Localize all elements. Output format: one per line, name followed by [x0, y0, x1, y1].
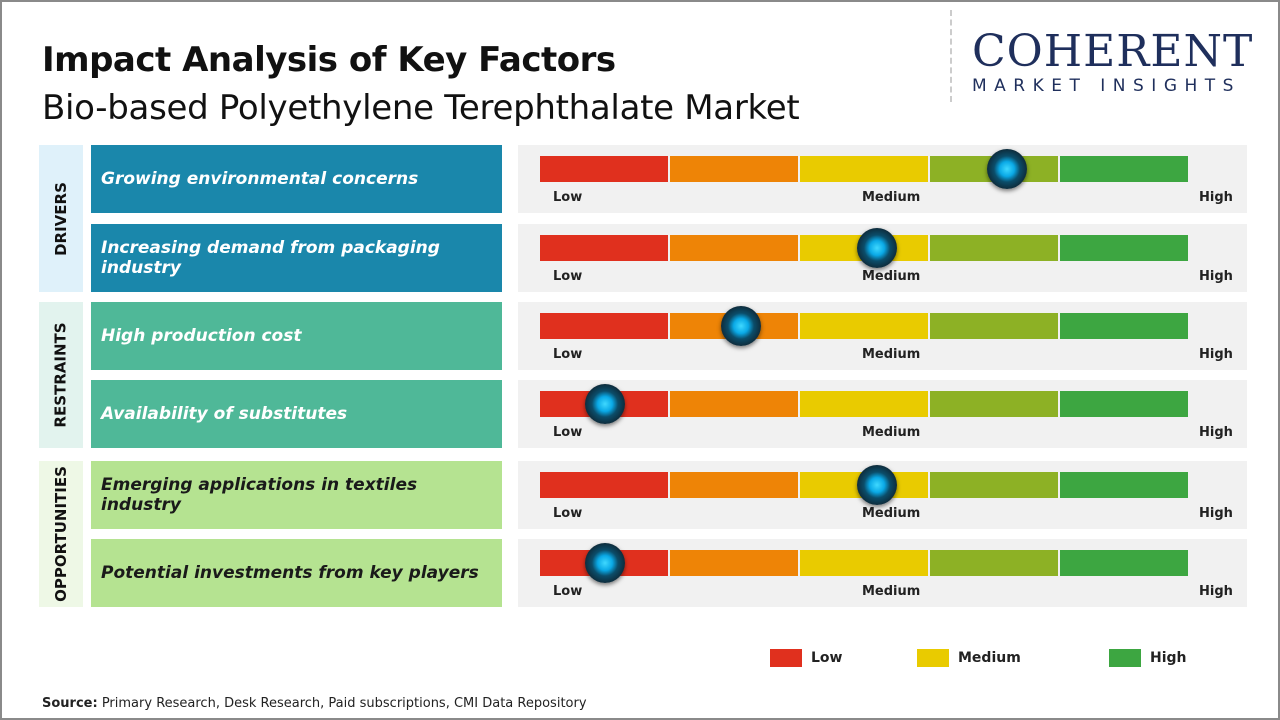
- gauge-segment: [1060, 235, 1188, 261]
- gauge-indicator: [856, 228, 897, 268]
- gauge-segment: [670, 472, 798, 498]
- scale-medium: Medium: [862, 506, 921, 521]
- gauge-bar: [540, 313, 1188, 339]
- gauge-segment: [1060, 156, 1188, 182]
- category-restraints: RESTRAINTS: [39, 302, 83, 448]
- factor-label: Growing environmental concerns: [91, 145, 502, 213]
- gauge-segment: [540, 313, 668, 339]
- scale-high: High: [1199, 347, 1233, 362]
- impact-gauge: Low Medium High: [518, 145, 1247, 213]
- legend-label: Low: [811, 650, 843, 666]
- factor-label: Potential investments from key players: [91, 539, 502, 607]
- coherent-logo: COHERENT MARKET INSIGHTS: [950, 10, 1270, 102]
- impact-gauge: Low Medium High: [518, 302, 1247, 370]
- scale-medium: Medium: [862, 584, 921, 599]
- legend-swatch: [1109, 649, 1141, 667]
- gauge-segment: [930, 235, 1058, 261]
- gauge-segment: [930, 550, 1058, 576]
- source-text: Primary Research, Desk Research, Paid su…: [97, 696, 587, 711]
- logo-sub: MARKET INSIGHTS: [972, 76, 1241, 96]
- scale-medium: Medium: [862, 425, 921, 440]
- gauge-segment: [1060, 550, 1188, 576]
- page-subtitle: Bio-based Polyethylene Terephthalate Mar…: [42, 88, 800, 128]
- scale-low: Low: [553, 190, 583, 205]
- gauge-segment: [540, 235, 668, 261]
- factor-label: High production cost: [91, 302, 502, 370]
- factor-label: Increasing demand from packaging industr…: [91, 224, 502, 292]
- gauge-bar: [540, 472, 1188, 498]
- impact-gauge: Low Medium High: [518, 461, 1247, 529]
- gauge-segment: [540, 472, 668, 498]
- scale-low: Low: [553, 506, 583, 521]
- gauge-segment: [540, 156, 668, 182]
- gauge-indicator: [856, 465, 897, 505]
- gauge-bar: [540, 156, 1188, 182]
- gauge-segment: [800, 156, 928, 182]
- legend-item: Low: [770, 649, 842, 667]
- scale-low: Low: [553, 584, 583, 599]
- legend-label: High: [1150, 650, 1187, 666]
- gauge-segment: [930, 472, 1058, 498]
- impact-gauge: Low Medium High: [518, 224, 1247, 292]
- scale-medium: Medium: [862, 269, 921, 284]
- gauge-bar: [540, 391, 1188, 417]
- legend-swatch: [770, 649, 802, 667]
- gauge-bar: [540, 550, 1188, 576]
- gauge-indicator: [584, 543, 625, 583]
- legend-item: Medium: [917, 649, 1021, 667]
- gauge-segment: [670, 156, 798, 182]
- gauge-indicator: [986, 149, 1027, 189]
- logo-main: COHERENT: [972, 26, 1254, 77]
- legend-swatch: [917, 649, 949, 667]
- factor-label: Emerging applications in textiles indust…: [91, 461, 502, 529]
- scale-high: High: [1199, 190, 1233, 205]
- gauge-segment: [1060, 391, 1188, 417]
- category-opportunities: OPPORTUNITIES: [39, 461, 83, 607]
- category-drivers: DRIVERS: [39, 145, 83, 292]
- impact-gauge: Low Medium High: [518, 539, 1247, 607]
- gauge-segment: [930, 313, 1058, 339]
- gauge-segment: [930, 391, 1058, 417]
- gauge-segment: [670, 235, 798, 261]
- factor-label: Availability of substitutes: [91, 380, 502, 448]
- impact-gauge: Low Medium High: [518, 380, 1247, 448]
- scale-low: Low: [553, 347, 583, 362]
- gauge-segment: [670, 550, 798, 576]
- scale-high: High: [1199, 584, 1233, 599]
- scale-high: High: [1199, 506, 1233, 521]
- category-label: DRIVERS: [52, 181, 71, 256]
- gauge-indicator: [720, 306, 761, 346]
- scale-low: Low: [553, 269, 583, 284]
- legend-item: High: [1109, 649, 1187, 667]
- scale-medium: Medium: [862, 347, 921, 362]
- gauge-segment: [800, 550, 928, 576]
- gauge-segment: [1060, 313, 1188, 339]
- gauge-segment: [670, 391, 798, 417]
- scale-high: High: [1199, 269, 1233, 284]
- gauge-segment: [800, 391, 928, 417]
- gauge-segment: [1060, 472, 1188, 498]
- gauge-segment: [800, 313, 928, 339]
- scale-medium: Medium: [862, 190, 921, 205]
- category-label: RESTRAINTS: [52, 322, 71, 428]
- source-note: Source: Primary Research, Desk Research,…: [42, 696, 587, 711]
- scale-high: High: [1199, 425, 1233, 440]
- source-label: Source:: [42, 696, 98, 711]
- page-title: Impact Analysis of Key Factors: [42, 40, 616, 80]
- category-label: OPPORTUNITIES: [52, 466, 70, 602]
- gauge-indicator: [584, 384, 625, 424]
- legend-label: Medium: [958, 650, 1021, 666]
- scale-low: Low: [553, 425, 583, 440]
